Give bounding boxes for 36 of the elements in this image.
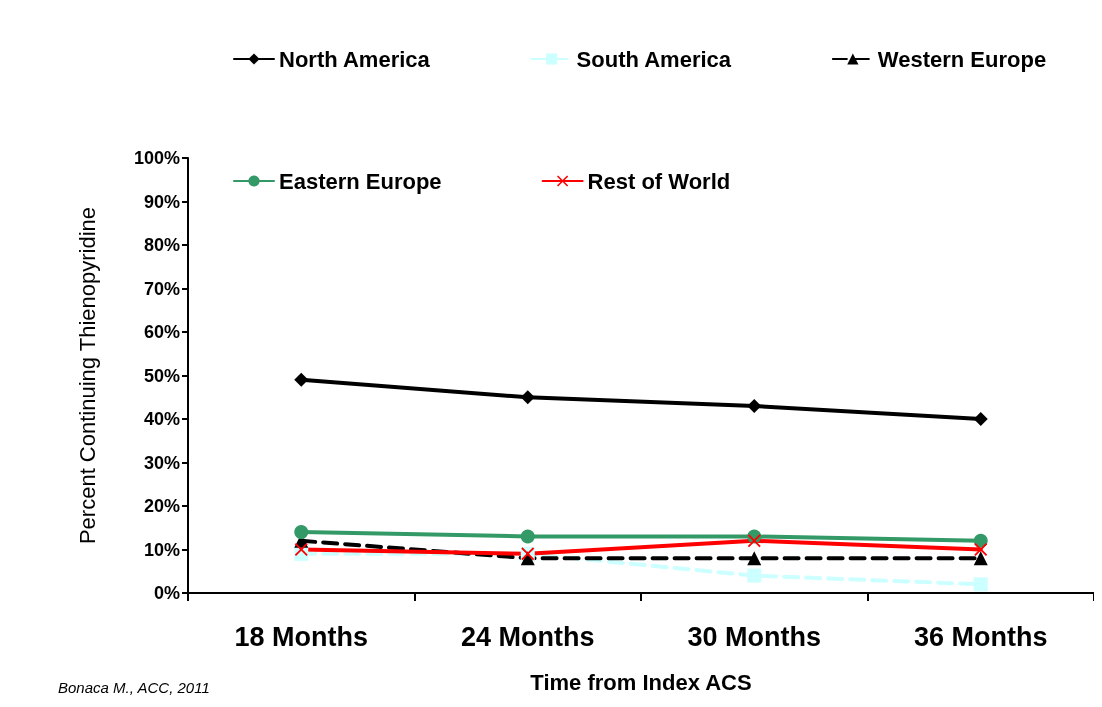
x-tick-label: 18 Months xyxy=(234,621,369,652)
legend-label: Eastern Europe xyxy=(279,168,442,194)
y-tick-label: 20% xyxy=(143,496,180,516)
x-tick-label: 30 Months xyxy=(687,621,822,652)
legend-label: Western Europe xyxy=(877,46,1047,72)
point xyxy=(747,398,762,413)
point xyxy=(520,529,535,544)
legend-label: Rest of World xyxy=(587,168,731,194)
y-tick-label: 80% xyxy=(143,235,180,255)
text: Bonaca M., ACC, 2011 xyxy=(58,679,210,696)
y-tick-label: 60% xyxy=(143,322,180,342)
point xyxy=(973,412,988,426)
y-tick-label: 100% xyxy=(133,148,180,168)
point xyxy=(973,551,988,566)
legend-label: North America xyxy=(279,46,431,72)
point xyxy=(973,577,988,592)
y-tick-label: 30% xyxy=(143,452,180,473)
y-axis-title: Percent Continuing Thienopyridine xyxy=(74,206,100,545)
y-tick-label: 70% xyxy=(143,278,180,299)
point xyxy=(294,525,309,540)
point xyxy=(520,390,535,405)
point xyxy=(747,568,762,583)
x-tick-label: 36 Months xyxy=(913,621,1048,652)
point xyxy=(294,543,308,556)
y-tick-label: 10% xyxy=(143,539,180,560)
y-tick-label: 50% xyxy=(143,365,180,386)
point xyxy=(294,372,309,387)
y-tick-label: 90% xyxy=(143,191,180,212)
point xyxy=(747,551,762,566)
x-tick-label: 24 Months xyxy=(460,621,595,652)
point xyxy=(747,534,761,548)
point xyxy=(974,543,988,556)
y-tick-label: 40% xyxy=(143,409,180,429)
legend-label: South America xyxy=(576,46,732,72)
y-tick-label: 0% xyxy=(153,583,180,603)
x-axis-title: Time from Index ACS xyxy=(530,669,752,695)
